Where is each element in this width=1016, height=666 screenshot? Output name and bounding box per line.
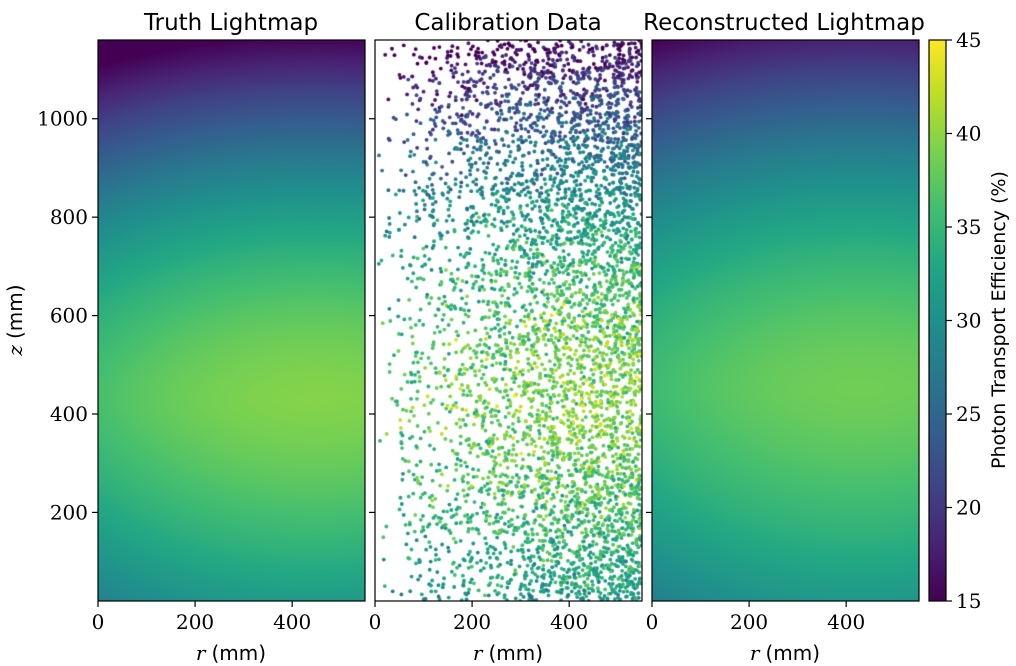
colorbar-tick-label: 15 xyxy=(956,589,981,613)
truth-x-tick-label: 0 xyxy=(92,610,105,634)
truth-heatmap xyxy=(98,40,365,601)
colorbar-tick-label: 25 xyxy=(956,402,981,426)
calibration-x-tick-label: 400 xyxy=(550,610,588,634)
y-tick-label: 400 xyxy=(50,402,88,426)
truth-panel-title: Truth Lightmap xyxy=(143,10,318,36)
colorbar-tick-label: 30 xyxy=(956,309,981,333)
colorbar xyxy=(928,39,947,602)
truth-x-tick-label: 200 xyxy=(176,610,214,634)
colorbar-tick-label: 35 xyxy=(956,215,981,239)
truth-panel-frame xyxy=(97,39,366,602)
truth-panel xyxy=(97,39,366,602)
truth-x-tick-label: 400 xyxy=(273,610,311,634)
reconstructed-panel-frame xyxy=(651,39,920,602)
reconstructed-panel xyxy=(651,39,920,602)
colorbar-tick-label: 20 xyxy=(956,496,981,520)
colorbar-label: Photon Transport Efficiency (%) xyxy=(988,171,1010,469)
calibration-panel-title: Calibration Data xyxy=(414,10,601,36)
y-tick-label: 1000 xyxy=(37,107,88,131)
y-tick-label: 800 xyxy=(50,205,88,229)
calibration-scatter xyxy=(375,40,642,601)
y-tick-label: 600 xyxy=(50,304,88,328)
reconstructed-x-tick-label: 200 xyxy=(730,610,768,634)
colorbar-frame xyxy=(928,39,947,602)
colorbar-gradient xyxy=(929,40,946,601)
axis-ticks: 0 200 400 200 400 600 800 1000 0 200 400 0 200 400 15 2… xyxy=(37,28,981,634)
colorbar-tick-label: 45 xyxy=(956,28,981,52)
calibration-x-tick-label: 200 xyxy=(453,610,491,634)
calibration-x-axis-label: r (mm) xyxy=(473,641,543,665)
reconstructed-panel-title: Reconstructed Lightmap xyxy=(643,10,925,36)
colorbar-tick-label: 40 xyxy=(956,122,981,146)
calibration-panel xyxy=(374,39,643,602)
y-tick-label: 200 xyxy=(50,500,88,524)
reconstructed-heatmap xyxy=(652,40,919,601)
y-axis-label: z(mm) xyxy=(3,284,27,356)
reconstructed-x-axis-label: r (mm) xyxy=(750,641,820,665)
reconstructed-x-tick-label: 0 xyxy=(646,610,659,634)
reconstructed-x-tick-label: 400 xyxy=(827,610,865,634)
calibration-panel-frame xyxy=(374,39,643,602)
calibration-x-tick-label: 0 xyxy=(369,610,382,634)
truth-x-axis-label: r (mm) xyxy=(196,641,266,665)
